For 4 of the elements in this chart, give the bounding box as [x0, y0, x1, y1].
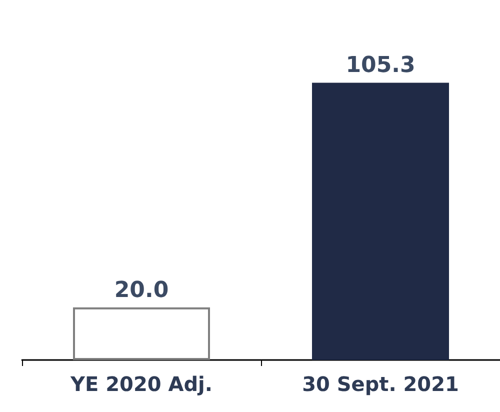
data-label: 20.0 [114, 278, 169, 303]
x-tick-label: 30 Sept. 2021 [302, 372, 459, 396]
data-label: 105.3 [346, 53, 416, 78]
x-tick-label: YE 2020 Adj. [70, 372, 212, 396]
